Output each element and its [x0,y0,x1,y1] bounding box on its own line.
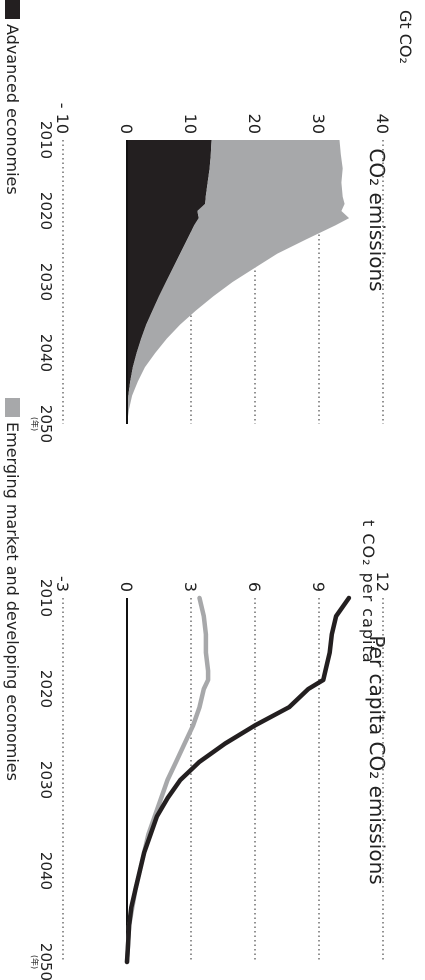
y-tick-label: 0 [117,124,136,134]
legend-swatch-emerging [5,398,20,417]
legend-label-emerging: Emerging market and developing economies [3,422,22,781]
x-tick-label: 2050 [37,943,55,980]
line-series-emerging-market-and-developing-economies [124,595,211,965]
y-tick-label: 30 [309,114,328,134]
co2-emissions-chart: CO₂ emissions Gt CO₂ - 10 0 10 20 30 40 20102… [30,10,415,443]
x-tick-label: 2030 [37,761,55,799]
y-tick-label: 3 [181,582,200,592]
x-tick-label: 2040 [37,852,55,890]
x-axis-end-note: (年) [30,417,40,431]
legend: Advanced economies Emerging market and d… [3,0,22,781]
x-tick-label: 2030 [37,263,55,301]
y-tick-label: 12 [373,572,392,592]
area-series-emerging-market-and-developing-economies [127,140,350,424]
x-tick-label: 2010 [37,579,55,617]
x-axis-end-note: (年) [30,955,40,969]
y-tick-label: 40 [373,114,392,134]
y-tick-label: 10 [181,114,200,134]
x-tick-label: 2020 [37,192,55,230]
area-series-advanced-economies [127,140,212,424]
chart-title: CO₂ emissions [365,148,389,291]
x-tick-label: 2040 [37,334,55,372]
legend-swatch-advanced [5,0,20,19]
per-capita-co2-chart: Per capita CO₂ emissions t CO₂ per capit… [30,520,392,980]
y-axis-label: t CO₂ per capita [359,520,378,664]
x-tick-label: 2020 [37,670,55,708]
legend-label-advanced: Advanced economies [3,24,22,195]
y-axis-label: Gt CO₂ [396,10,415,64]
y-tick-label: 20 [245,114,264,134]
y-tick-label: -3 [53,576,72,592]
x-tick-label: 2050 [37,405,55,443]
y-tick-label: 6 [245,582,264,592]
y-tick-label: - 10 [53,103,72,134]
x-tick-label: 2010 [37,121,55,159]
line-series-advanced-economies [124,595,352,965]
y-tick-label: 0 [117,582,136,592]
chart-title: Per capita CO₂ emissions [365,635,389,884]
y-tick-label: 9 [309,582,328,592]
